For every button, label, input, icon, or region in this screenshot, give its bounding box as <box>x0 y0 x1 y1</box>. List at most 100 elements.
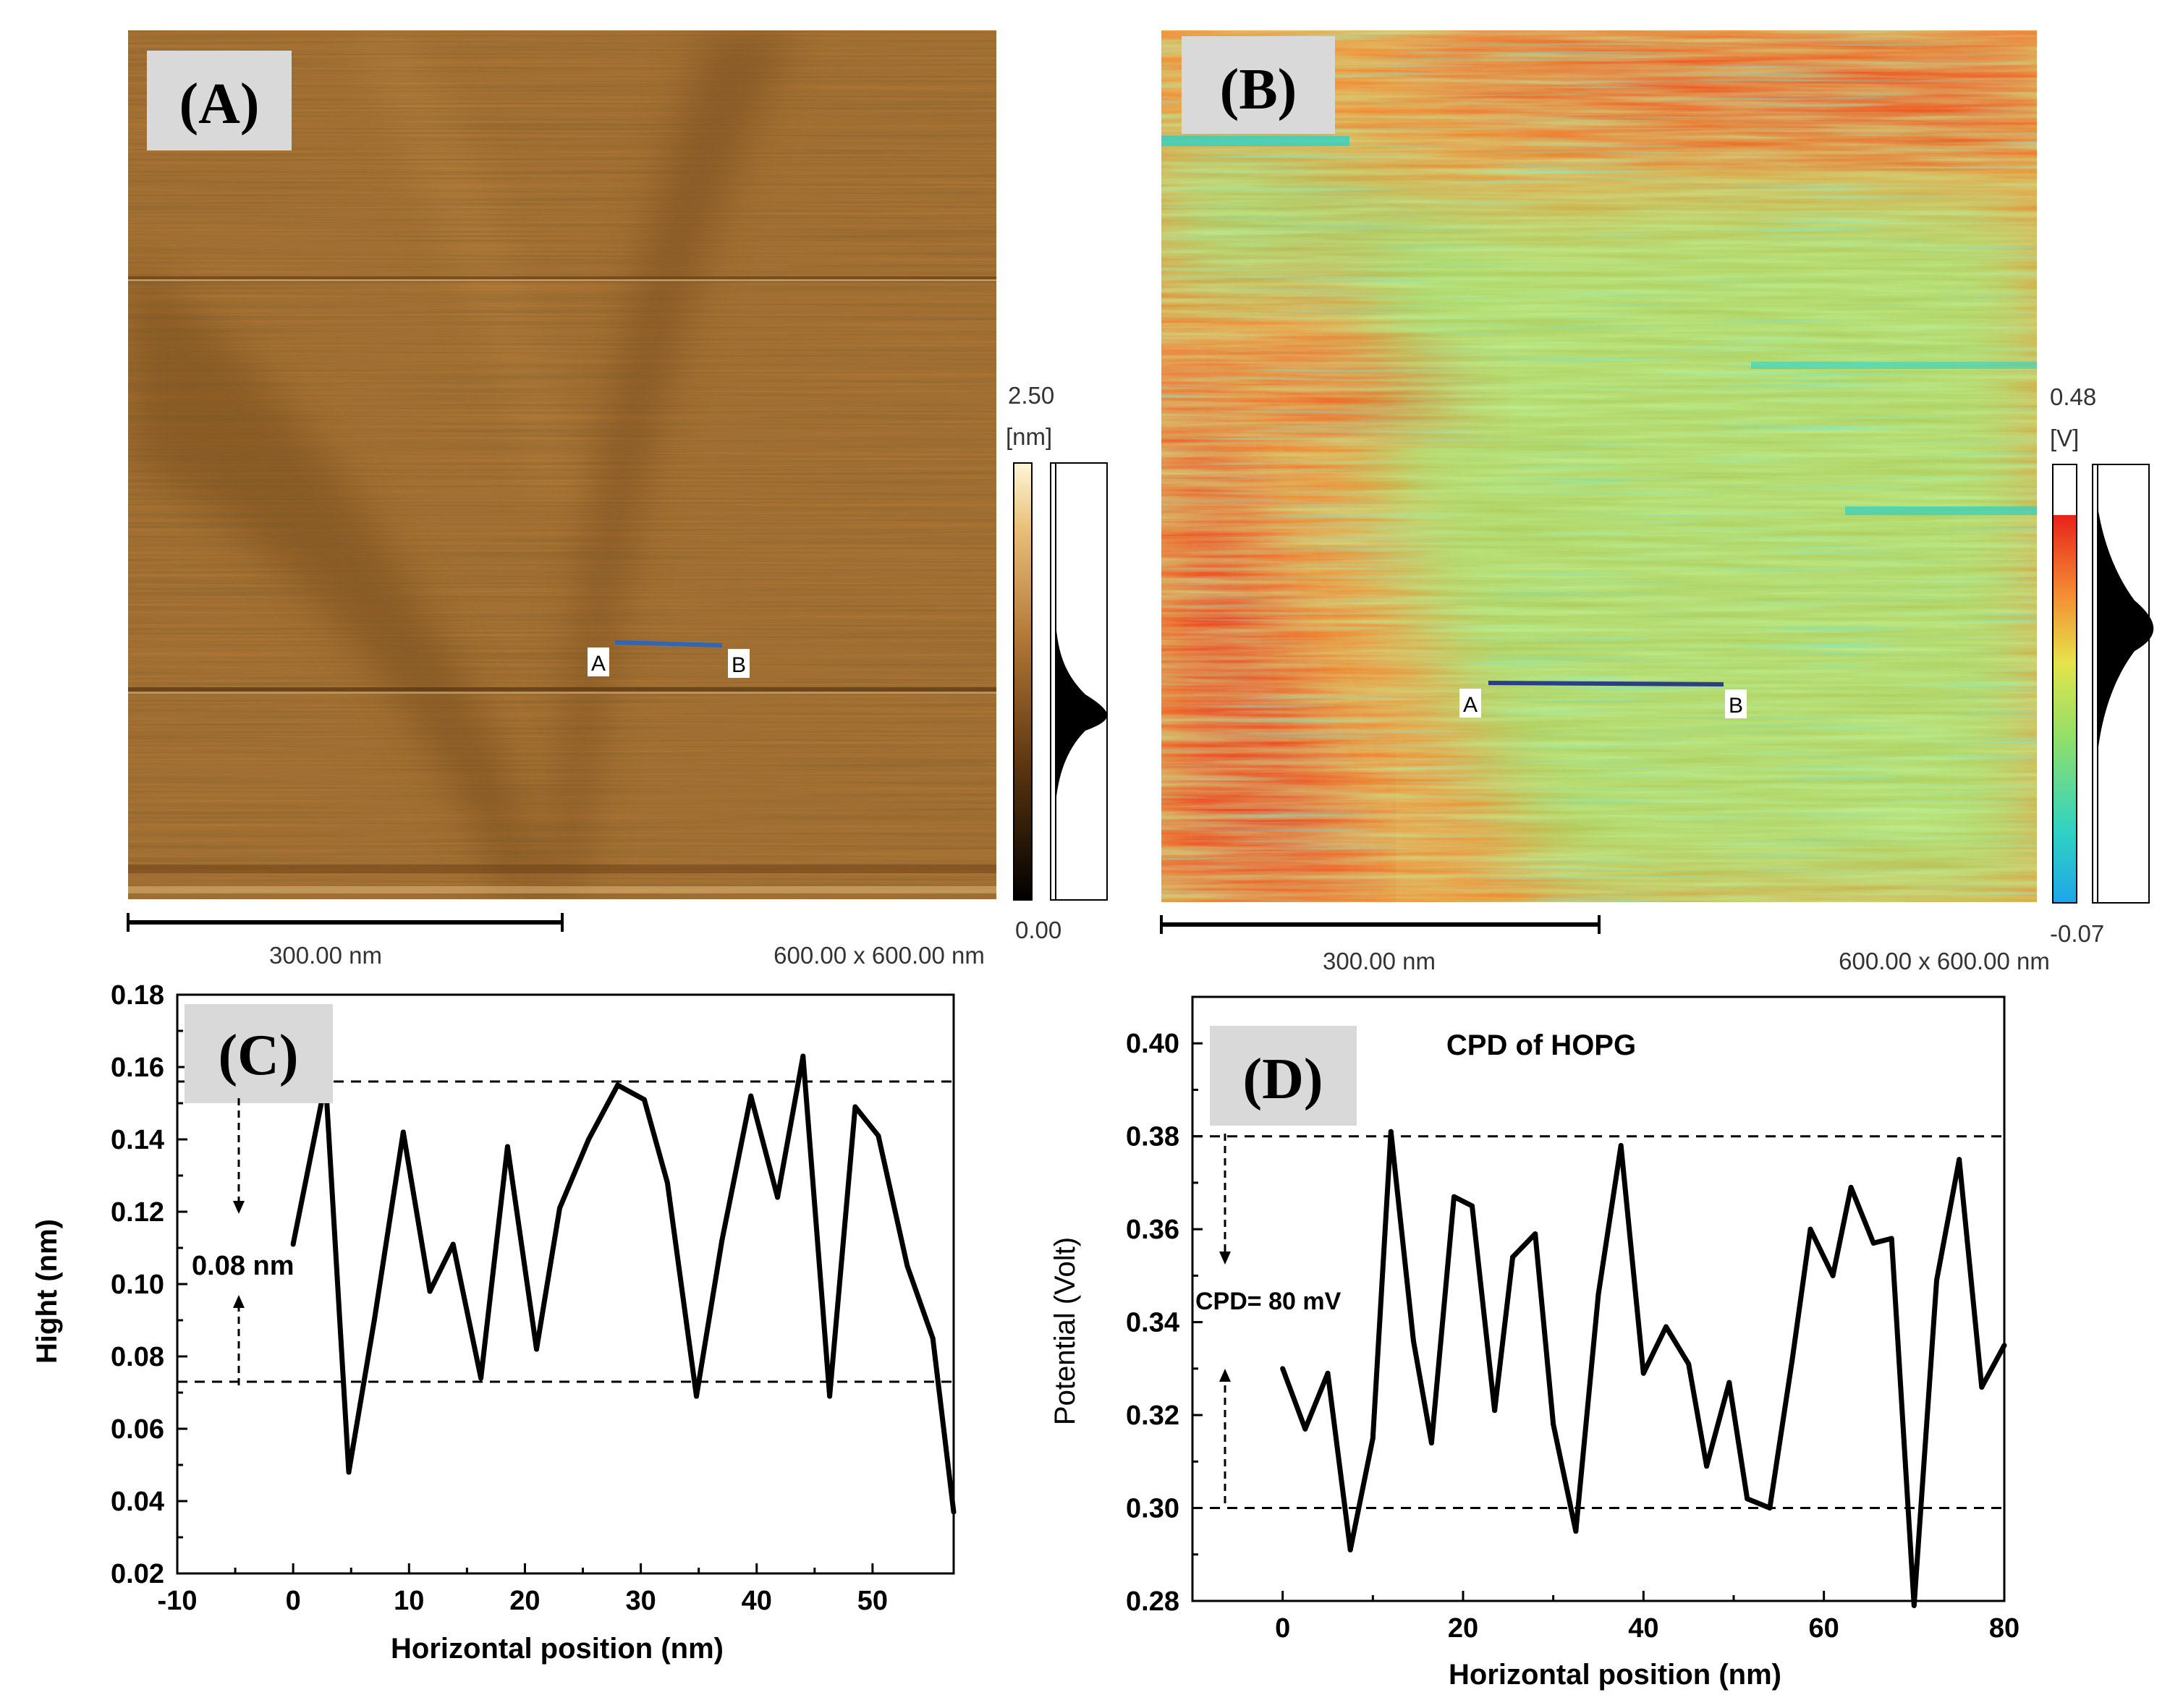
chartC-data-point <box>478 1375 484 1381</box>
chartD-data-point <box>1280 1366 1286 1372</box>
chartD-data-point <box>1533 1231 1538 1237</box>
chartC-data-point <box>641 1097 647 1102</box>
chartC-data-point <box>930 1335 936 1341</box>
marker-b-label: B <box>732 653 746 677</box>
chartD-data-point <box>1510 1254 1516 1260</box>
afm-histogram <box>1056 622 1107 803</box>
marker-a-box <box>588 647 609 676</box>
kpfm-scan-size: 600.00 x 600.00 nm <box>1839 948 2050 974</box>
chartC-data-point <box>904 1263 910 1269</box>
chartD-data-point <box>1469 1203 1475 1209</box>
chartD-data-point <box>1492 1408 1498 1414</box>
chart-d-title: CPD of HOPG <box>1446 1029 1636 1061</box>
chartC-xtick-label: -10 <box>158 1586 198 1616</box>
chartD-data-point <box>1979 1385 1985 1390</box>
chart-c-xlabel: Horizontal position (nm) <box>391 1633 724 1665</box>
chartC-data-point <box>504 1144 510 1150</box>
afm-colorbar-min: 0.00 <box>1015 917 1061 943</box>
kpfm-potential-image <box>1161 30 2037 902</box>
chartD-xtick-label: 0 <box>1275 1613 1290 1644</box>
chartC-data-point <box>400 1129 406 1135</box>
chartC-data-point <box>586 1136 592 1142</box>
afm-scan-size: 600.00 x 600.00 nm <box>774 942 985 969</box>
kpfm-colorbar-max: 0.48 <box>2050 383 2096 410</box>
kpfm-scalebar-label: 300.00 nm <box>1323 948 1436 974</box>
marker-a-label: A <box>1463 693 1478 717</box>
afm-colorbar-max: 2.50 <box>1008 382 1054 409</box>
chartC-ytick-label: 0.10 <box>111 1270 164 1300</box>
chartC-ytick-label: 0.14 <box>111 1125 164 1155</box>
chartD-data-point <box>1686 1361 1692 1367</box>
chartD-data-point <box>1957 1157 1962 1163</box>
chartD-data-point <box>1911 1602 1917 1608</box>
chartD-data-point <box>1726 1380 1732 1385</box>
chartD-data-point <box>1388 1129 1394 1134</box>
chartD-ytick-label: 0.28 <box>1126 1586 1179 1617</box>
marker-a-box <box>1459 689 1481 718</box>
kpfm-colorbar-min: -0.07 <box>2050 920 2104 947</box>
chart-d: 0 20 40 60 80 0.28 0.30 0.32 0.34 0.36 0.38 0.40 (D… <box>1049 995 2019 1691</box>
chartD-data-point <box>1789 1356 1795 1362</box>
chartD-ytick-label: 0.36 <box>1126 1215 1179 1245</box>
chartC-xtick-label: 0 <box>286 1586 301 1616</box>
kpfm-histogram <box>2098 506 2154 752</box>
chartD-data-point <box>1325 1370 1331 1376</box>
chartC-data-point <box>775 1194 781 1200</box>
chart-d-label-box <box>1210 1026 1357 1126</box>
chart-c-series-line <box>290 1053 957 1513</box>
chartC-data-point <box>450 1241 456 1247</box>
chartC-data-point <box>951 1509 957 1515</box>
chartC-ytick-label: 0.12 <box>111 1197 164 1228</box>
kpfm-colorbar <box>2054 515 2076 902</box>
chartD-data-point <box>1870 1240 1876 1246</box>
chartD-data-point <box>1807 1226 1813 1232</box>
profile-line-ab <box>614 640 723 647</box>
chartC-data-point <box>290 1241 296 1247</box>
chartC-data-point <box>693 1393 699 1399</box>
chart-d-ticks: 0 20 40 60 80 0.28 0.30 0.32 0.34 0.36 0.38 0.40 <box>1126 1029 2019 1644</box>
chartD-ytick-label: 0.32 <box>1126 1401 1179 1431</box>
chart-c-label: (C) <box>218 1024 298 1087</box>
chartC-xtick-label: 50 <box>857 1586 888 1616</box>
chartC-ytick-label: 0.08 <box>111 1342 164 1372</box>
chartC-data-point <box>800 1053 806 1059</box>
chartD-data-point <box>2001 1343 2007 1348</box>
chart-d-series-line <box>1280 1129 2007 1608</box>
chartD-data-point <box>1551 1422 1556 1427</box>
panel-a-label-box <box>147 51 292 150</box>
chartC-data-point <box>615 1082 621 1088</box>
marker-a-label: A <box>591 652 606 676</box>
chart-c: -10 0 10 20 30 40 50 0.02 0.04 0.06 0.08 0.10 0.12 0.… <box>31 980 957 1665</box>
chartD-data-point <box>1830 1272 1836 1278</box>
chartC-data-point <box>876 1133 881 1139</box>
chartD-xtick-label: 20 <box>1448 1613 1478 1644</box>
chartD-data-point <box>1704 1463 1710 1469</box>
chartD-data-point <box>1370 1435 1376 1441</box>
chartC-data-point <box>556 1205 562 1211</box>
chartD-ytick-label: 0.34 <box>1126 1308 1179 1338</box>
panel-a-label: (A) <box>179 72 259 136</box>
chartC-data-point <box>346 1469 352 1475</box>
chartC-xtick-label: 30 <box>625 1586 656 1616</box>
chart-d-ylabel: Potential (Volt) <box>1049 1237 1081 1425</box>
panel-a: A B (A) 2.50 [nm] 0.00 300.00 nm 600.00 … <box>127 30 1108 969</box>
chartD-data-point <box>1428 1440 1434 1446</box>
chartD-ytick-label: 0.38 <box>1126 1122 1179 1152</box>
chartD-data-point <box>1410 1338 1416 1343</box>
afm-colorbar <box>1013 462 1033 901</box>
chartD-data-point <box>1618 1143 1624 1149</box>
chart-d-reference-lines <box>1192 1135 2004 1510</box>
afm-topography-image <box>128 30 996 899</box>
marker-b-box <box>1725 689 1747 718</box>
chartD-data-point <box>1767 1505 1773 1511</box>
chart-d-xlabel: Horizontal position (nm) <box>1449 1659 1781 1691</box>
chartD-xtick-label: 60 <box>1809 1613 1839 1644</box>
chartC-data-point <box>719 1238 725 1244</box>
chartD-data-point <box>1302 1426 1308 1432</box>
profile-line-ab <box>1488 681 1724 687</box>
panel-b-label-box <box>1182 36 1335 134</box>
chartC-ytick-label: 0.04 <box>111 1487 164 1517</box>
marker-b-label: B <box>1729 694 1743 718</box>
chartC-xtick-label: 10 <box>394 1586 424 1616</box>
chartC-data-point <box>748 1093 754 1099</box>
